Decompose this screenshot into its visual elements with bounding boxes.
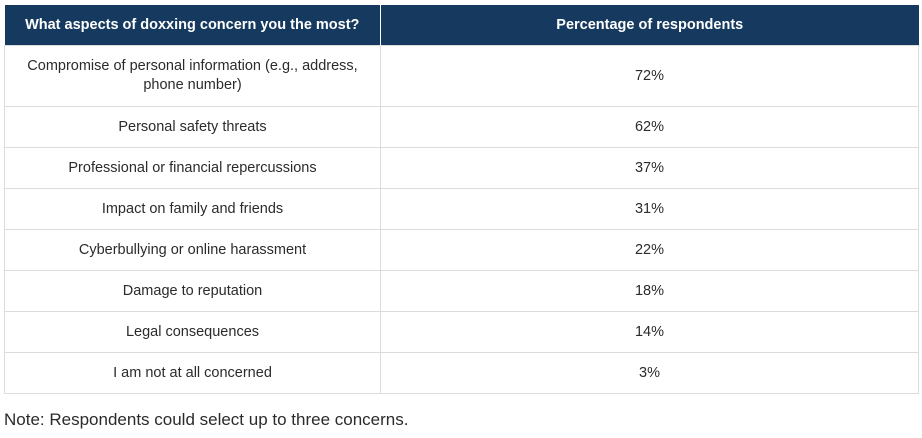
footnote: Note: Respondents could select up to thr… <box>4 410 409 429</box>
percent-cell: 14% <box>380 311 919 353</box>
header-question: What aspects of doxxing concern you the … <box>4 5 381 46</box>
table-row: Damage to reputation 18% <box>4 270 919 312</box>
table-row: Compromise of personal information (e.g.… <box>4 45 919 107</box>
table-row: Legal consequences 14% <box>4 311 919 353</box>
concern-cell: Professional or financial repercussions <box>4 147 381 189</box>
concern-cell: I am not at all concerned <box>4 352 381 394</box>
percent-cell: 72% <box>380 45 919 107</box>
table-row: Professional or financial repercussions … <box>4 147 919 189</box>
header-percentage: Percentage of respondents <box>380 5 919 46</box>
percent-cell: 37% <box>380 147 919 189</box>
survey-table: What aspects of doxxing concern you the … <box>4 5 919 394</box>
concern-cell: Damage to reputation <box>4 270 381 312</box>
concern-cell: Personal safety threats <box>4 106 381 148</box>
concern-cell: Cyberbullying or online harassment <box>4 229 381 271</box>
concern-cell: Impact on family and friends <box>4 188 381 230</box>
percent-cell: 62% <box>380 106 919 148</box>
table-row: Cyberbullying or online harassment 22% <box>4 229 919 271</box>
table-header: What aspects of doxxing concern you the … <box>4 5 919 46</box>
table-row: Impact on family and friends 31% <box>4 188 919 230</box>
table-row: Personal safety threats 62% <box>4 106 919 148</box>
table-row: I am not at all concerned 3% <box>4 352 919 394</box>
percent-cell: 31% <box>380 188 919 230</box>
concern-cell: Compromise of personal information (e.g.… <box>4 45 381 107</box>
percent-cell: 22% <box>380 229 919 271</box>
table-body: Compromise of personal information (e.g.… <box>4 45 919 394</box>
percent-cell: 18% <box>380 270 919 312</box>
percent-cell: 3% <box>380 352 919 394</box>
header-row: What aspects of doxxing concern you the … <box>4 5 919 46</box>
concern-cell: Legal consequences <box>4 311 381 353</box>
